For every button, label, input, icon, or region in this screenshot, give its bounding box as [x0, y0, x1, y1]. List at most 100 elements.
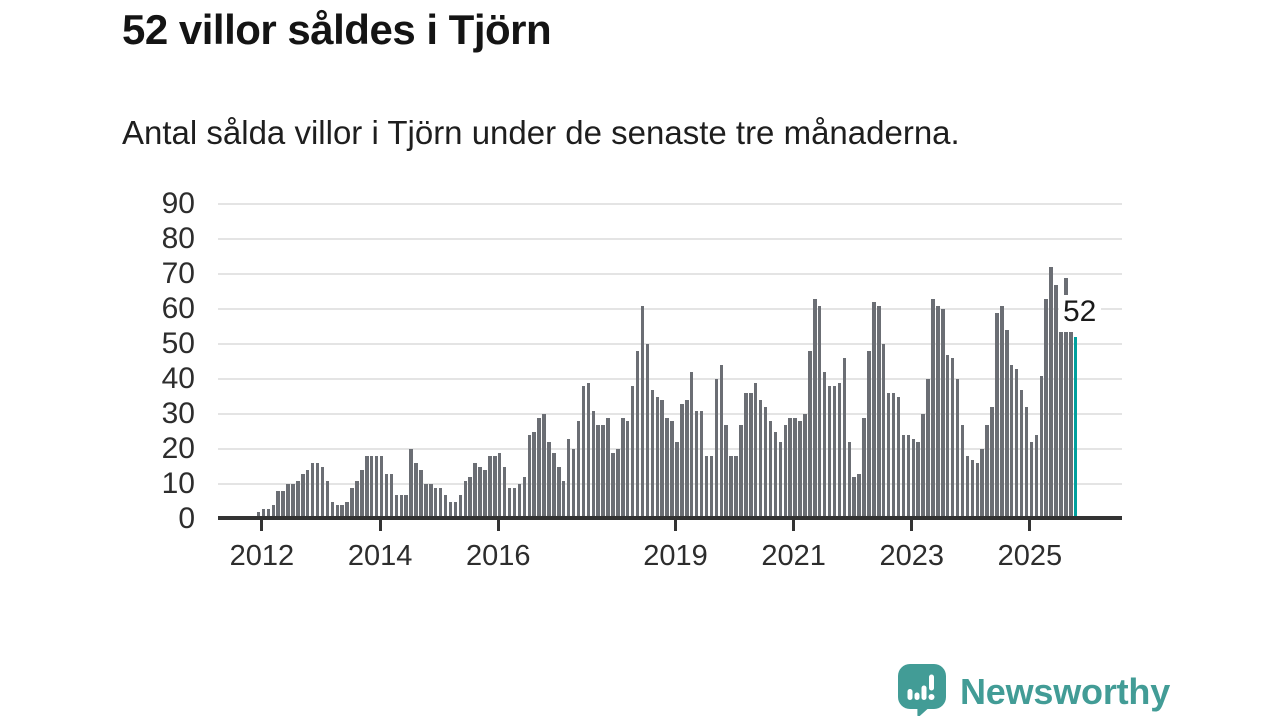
bar	[320, 466, 325, 519]
bar	[719, 365, 724, 519]
bar	[360, 470, 364, 519]
bar	[926, 379, 930, 519]
bar	[965, 456, 970, 519]
bar	[576, 421, 581, 519]
bar	[517, 484, 522, 519]
bar	[389, 473, 394, 519]
bar	[763, 407, 768, 519]
bar	[970, 459, 975, 519]
x-tick-label: 2019	[643, 540, 708, 572]
bar	[852, 477, 856, 519]
bar	[301, 473, 305, 519]
y-tick-label: 40	[161, 362, 195, 395]
bar	[625, 421, 630, 519]
x-axis-line	[218, 516, 1122, 520]
x-tick-label: 2023	[879, 540, 945, 572]
grid-line	[218, 203, 1122, 205]
bar	[271, 505, 276, 519]
bar	[837, 382, 842, 519]
bar	[325, 480, 330, 519]
y-tick-label: 80	[161, 222, 195, 255]
bar	[488, 456, 492, 519]
bar	[276, 491, 280, 519]
bar	[886, 393, 891, 519]
bar	[616, 449, 620, 519]
bar	[916, 442, 920, 519]
bar	[1000, 305, 1004, 519]
grid-line	[218, 413, 1122, 415]
bar	[502, 466, 507, 519]
bar	[374, 456, 379, 519]
bar	[704, 456, 709, 519]
bar	[365, 456, 369, 519]
bar	[414, 463, 418, 519]
bar	[621, 417, 625, 519]
bar	[931, 298, 935, 519]
bar	[557, 466, 561, 519]
bar	[596, 424, 600, 519]
bar	[1034, 435, 1039, 519]
bar	[635, 351, 640, 519]
bar	[862, 417, 866, 519]
bar	[685, 400, 689, 519]
bar	[906, 435, 911, 519]
bar	[827, 386, 832, 519]
bar	[409, 449, 413, 519]
bar	[778, 442, 783, 519]
bar	[773, 431, 778, 519]
bar	[542, 414, 546, 519]
bar	[512, 487, 517, 519]
bar	[960, 424, 965, 519]
bar	[478, 466, 482, 519]
newsworthy-logo-icon	[897, 663, 947, 720]
y-tick-label: 70	[161, 257, 195, 290]
grid-line	[218, 238, 1122, 240]
bar	[655, 396, 660, 519]
y-tick-label: 60	[161, 292, 195, 325]
grid-line	[218, 448, 1122, 450]
bar	[453, 501, 458, 519]
bar	[256, 512, 261, 519]
bar	[473, 463, 477, 519]
bar	[458, 494, 463, 519]
bar	[1064, 277, 1068, 519]
bar	[571, 449, 576, 519]
bar	[532, 431, 536, 519]
bar	[305, 470, 310, 519]
x-axis-tick	[378, 520, 382, 531]
bar	[921, 414, 925, 519]
bar	[429, 484, 433, 519]
bar	[1049, 267, 1053, 519]
bar	[739, 424, 743, 519]
bar	[813, 298, 817, 519]
bar	[1054, 284, 1058, 519]
bar	[680, 403, 684, 519]
x-tick-label: 2014	[347, 540, 413, 572]
bar	[847, 442, 852, 519]
bar	[566, 438, 571, 519]
bar	[783, 424, 788, 519]
bar	[394, 494, 399, 519]
y-tick-label: 30	[161, 397, 195, 430]
y-tick-label: 90	[161, 187, 195, 220]
bar	[291, 484, 295, 519]
bar	[881, 344, 886, 519]
bar	[650, 389, 655, 519]
bar	[1059, 323, 1063, 519]
bar	[315, 463, 320, 519]
bar	[950, 358, 955, 519]
bar	[507, 487, 512, 519]
newsworthy-brand: Newsworthy	[897, 663, 1170, 720]
bar	[286, 484, 290, 519]
bar	[744, 393, 748, 519]
newsworthy-wordmark: Newsworthy	[960, 671, 1171, 712]
bar	[611, 452, 615, 519]
bar	[497, 452, 502, 519]
x-tick-label: 2016	[466, 540, 531, 572]
x-axis-tick	[496, 520, 500, 531]
bar	[561, 480, 566, 519]
bar	[281, 491, 285, 519]
bar	[714, 379, 719, 519]
